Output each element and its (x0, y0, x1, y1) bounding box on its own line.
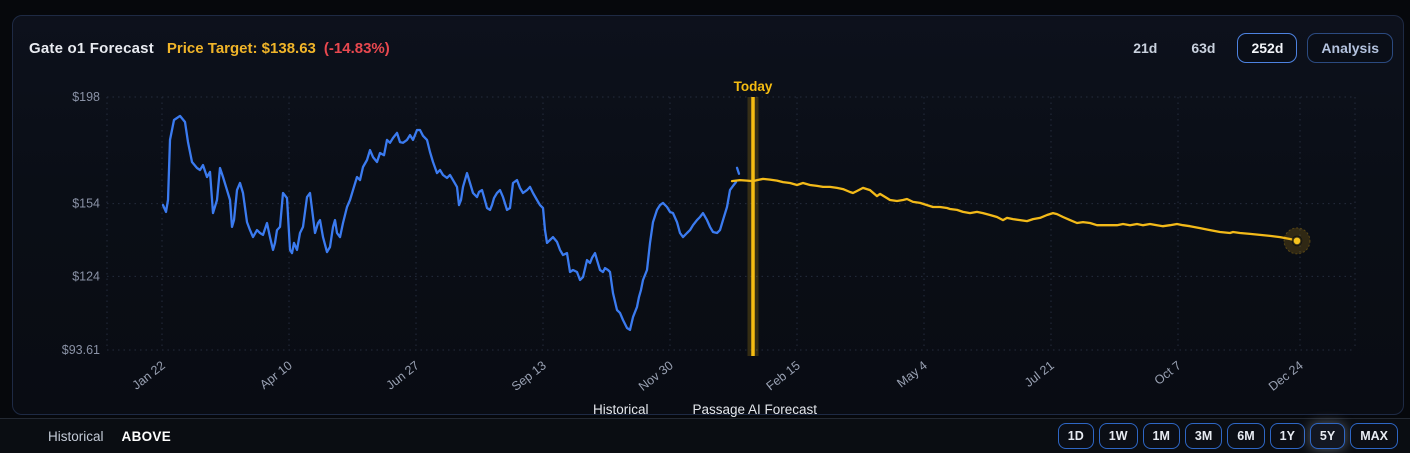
card-header: Gate o1 Forecast Price Target: $138.63 (… (29, 32, 1393, 64)
horizon-button-252d[interactable]: 252d (1237, 33, 1298, 63)
y-tick-label: $198 (72, 90, 100, 104)
x-tick-label: Dec 24 (1266, 358, 1306, 393)
timeframe-button-1d[interactable]: 1D (1057, 423, 1094, 449)
forecast-card: Gate o1 Forecast Price Target: $138.63 (… (12, 15, 1404, 415)
footer-historical-label: Historical (48, 428, 104, 444)
horizon-button-analysis[interactable]: Analysis (1307, 33, 1393, 63)
x-tick-label: Oct 7 (1152, 358, 1184, 387)
timeframe-button-6m[interactable]: 6M (1227, 423, 1265, 449)
price-target-change: (-14.83%) (323, 39, 390, 57)
chart-legend: Historical Passage AI Forecast (0, 402, 1410, 417)
y-tick-label: $124 (72, 269, 100, 283)
x-tick-label: Jun 27 (384, 358, 422, 392)
timeframe-button-1y[interactable]: 1Y (1269, 423, 1305, 449)
x-tick-label: Feb 15 (764, 358, 803, 393)
x-tick-label: May 4 (894, 358, 929, 390)
x-tick-label: Sep 13 (509, 358, 549, 393)
page-title: Gate o1 Forecast (29, 39, 154, 57)
footer-above-value: ABOVE (121, 428, 172, 444)
forecast-horizon-group: 21d 63d 252d Analysis (1121, 33, 1393, 63)
bottom-bar: Historical ABOVE 1D 1W 1M 3M 6M 1Y 5Y MAX (0, 418, 1410, 453)
y-tick-label: $93.61 (62, 343, 100, 357)
series-line-historical-end-tick (735, 166, 741, 175)
y-tick-label: $154 (72, 197, 100, 211)
today-label: Today (734, 79, 773, 94)
x-tick-label: Nov 30 (636, 358, 676, 393)
forecast-end-dot (1291, 235, 1303, 247)
timeframe-group: 1D 1W 1M 3M 6M 1Y 5Y MAX (1057, 423, 1398, 449)
timeframe-button-max[interactable]: MAX (1350, 423, 1398, 449)
timeframe-button-3m[interactable]: 3M (1184, 423, 1223, 449)
horizon-button-63d[interactable]: 63d (1179, 34, 1227, 62)
series-line-passage-ai-forecast (730, 177, 1299, 243)
x-tick-label: Apr 10 (257, 358, 295, 392)
timeframe-button-1m[interactable]: 1M (1142, 423, 1180, 449)
timeframe-button-5y[interactable]: 5Y (1309, 423, 1346, 449)
price-target-label: Price Target: $138.63 (166, 39, 316, 57)
series-line-historical (161, 114, 738, 332)
legend-item-forecast[interactable]: Passage AI Forecast (692, 402, 818, 417)
x-tick-label: Jul 21 (1022, 358, 1057, 390)
footer-status: Historical ABOVE (48, 429, 171, 444)
horizon-button-21d[interactable]: 21d (1121, 34, 1169, 62)
x-tick-label: Jan 22 (130, 358, 168, 392)
timeframe-button-1w[interactable]: 1W (1098, 423, 1138, 449)
legend-item-historical[interactable]: Historical (592, 402, 649, 417)
